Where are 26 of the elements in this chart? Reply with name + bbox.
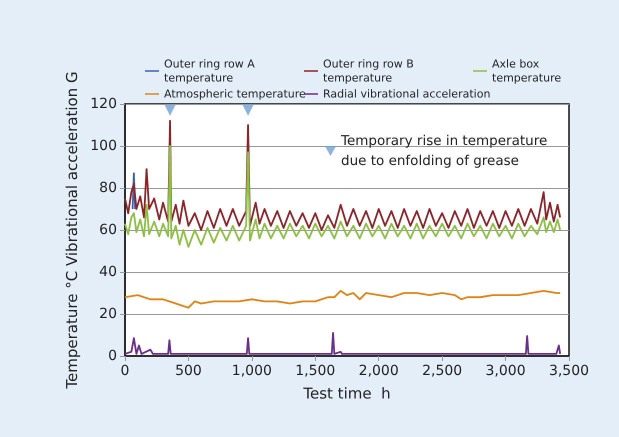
x-axis-title: Test time h — [302, 384, 391, 402]
x-tick-label: 2,500 — [422, 363, 462, 379]
line-series — [124, 332, 562, 355]
line-series — [124, 120, 562, 231]
line-series — [124, 290, 562, 309]
x-tick-label: 3,000 — [486, 363, 526, 379]
x-tick-label: 2,000 — [358, 363, 399, 379]
y-tick-label: 20 — [99, 306, 117, 322]
legend-label: Axle box temperature — [492, 58, 562, 84]
legend-label: Atmospheric temperature — [164, 88, 306, 100]
x-tick-label: 1,000 — [232, 363, 272, 379]
x-tick-label: 1,500 — [295, 363, 336, 379]
x-tick-label: 500 — [175, 363, 202, 379]
y-tick-label: 100 — [90, 138, 117, 154]
y-tick-label: 60 — [99, 222, 117, 238]
y-axis-title: Temperature °C Vibrational acceleration G — [62, 71, 81, 390]
y-tick-label: 120 — [90, 96, 117, 112]
y-tick-label: 80 — [99, 180, 117, 196]
x-tick-label: 0 — [120, 363, 130, 379]
legend-label: Outer ring row A temperature — [164, 58, 256, 84]
legend-label: Outer ring row B temperature — [323, 58, 414, 84]
y-tick-label: 40 — [99, 264, 117, 280]
y-tick-label: 0 — [108, 348, 117, 364]
x-tick-label: 3,500 — [548, 363, 590, 379]
legend-label: Radial vibrational acceleration — [323, 88, 490, 100]
legend-label: Temporary rise in temperature due to enfolding of grease — [340, 133, 548, 169]
